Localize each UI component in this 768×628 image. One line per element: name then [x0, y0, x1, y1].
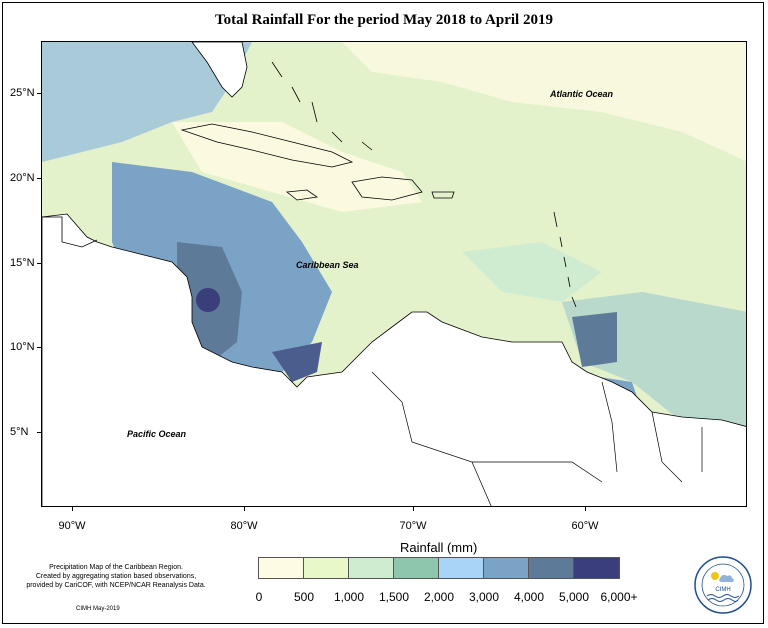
land-lesser-antilles — [553, 211, 577, 308]
legend-swatch — [484, 558, 529, 578]
legend-title: Rainfall (mm) — [400, 540, 478, 555]
land-hispaniola — [351, 176, 423, 201]
waves-icon — [706, 594, 740, 602]
rainfall-max-nicaragua — [196, 288, 220, 312]
rainfall-map[interactable]: Atlantic Ocean Caribbean Sea Pacific Oce… — [41, 41, 747, 507]
legend-tick-label: 6,000+ — [600, 590, 638, 604]
lat-tick-25n — [37, 93, 41, 94]
lat-label-20n: 20°N — [10, 172, 35, 184]
legend-tick-label: 500 — [293, 590, 315, 604]
legend-swatch — [394, 558, 439, 578]
legend-tick-label: 3,000 — [468, 590, 500, 604]
lon-label-90w: 90°W — [58, 520, 86, 532]
land-bahamas — [271, 61, 373, 151]
lat-label-15n: 15°N — [10, 257, 35, 269]
map-title: Total Rainfall For the period May 2018 t… — [215, 12, 553, 28]
legend-swatch — [574, 558, 619, 578]
rainfall-zone-trinidad — [572, 312, 617, 367]
legend-colorbar — [258, 557, 620, 579]
rainfall-zone-cuba — [172, 122, 422, 212]
lon-label-60w: 60°W — [571, 520, 599, 532]
legend-swatch — [304, 558, 349, 578]
cloud-icon — [719, 574, 734, 582]
lat-tick-10n — [37, 347, 41, 348]
legend-tick-label: 4,000 — [513, 590, 545, 604]
legend-swatch — [349, 558, 394, 578]
label-atlantic-ocean: Atlantic Ocean — [550, 89, 614, 99]
lon-tick-80w — [244, 507, 245, 511]
legend-tick-label: 5,000 — [558, 590, 590, 604]
label-pacific-ocean: Pacific Ocean — [127, 429, 187, 439]
rainfall-zone-panama — [272, 342, 322, 382]
footnote-line-1: Precipitation Map of the Caribbean Regio… — [49, 564, 183, 571]
sun-icon — [711, 572, 719, 580]
land-yucatan — [42, 216, 98, 248]
lat-tick-15n — [37, 263, 41, 264]
rainfall-zone-atlantic-dry — [342, 42, 746, 162]
lat-label-10n: 10°N — [10, 341, 35, 353]
map-footnote: Precipitation Map of the Caribbean Regio… — [16, 563, 216, 590]
lon-tick-90w — [72, 507, 73, 511]
lat-tick-20n — [37, 178, 41, 179]
lat-tick-5n — [37, 432, 41, 433]
rainfall-zone-gulf — [42, 42, 252, 162]
rainfall-zone-lesser-antilles — [462, 242, 602, 302]
legend-tick-label: 1,500 — [378, 590, 410, 604]
lon-tick-70w — [413, 507, 414, 511]
legend-tick-label: 0 — [255, 590, 263, 604]
logo-wordmark: CIMH — [715, 587, 730, 593]
legend-swatch — [529, 558, 574, 578]
land-cuba — [180, 123, 354, 168]
land-jamaica — [285, 189, 319, 201]
lon-label-70w: 70°W — [399, 520, 427, 532]
lon-tick-60w — [585, 507, 586, 511]
lon-label-80w: 80°W — [230, 520, 258, 532]
footnote-line-2: Created by aggregating station based obs… — [35, 573, 197, 580]
map-credit: CIMH May-2019 — [76, 606, 120, 612]
footnote-line-3: provided by CariCOF, with NCEP/NCAR Rean… — [26, 582, 206, 589]
legend-tick-label: 2,000 — [423, 590, 455, 604]
country-borders — [371, 371, 703, 506]
legend-swatch — [259, 558, 304, 578]
cimh-logo: CIMH — [694, 556, 752, 614]
legend-swatch — [439, 558, 484, 578]
land-florida — [191, 42, 248, 98]
label-caribbean-sea: Caribbean Sea — [296, 260, 359, 270]
lat-label-5n: 5°N — [10, 426, 29, 438]
map-canvas — [42, 42, 746, 506]
legend-tick-label: 1,000 — [333, 590, 365, 604]
land-puerto-rico — [431, 191, 455, 199]
lat-label-25n: 25°N — [10, 87, 35, 99]
land-mass-central-south-america — [42, 213, 746, 506]
